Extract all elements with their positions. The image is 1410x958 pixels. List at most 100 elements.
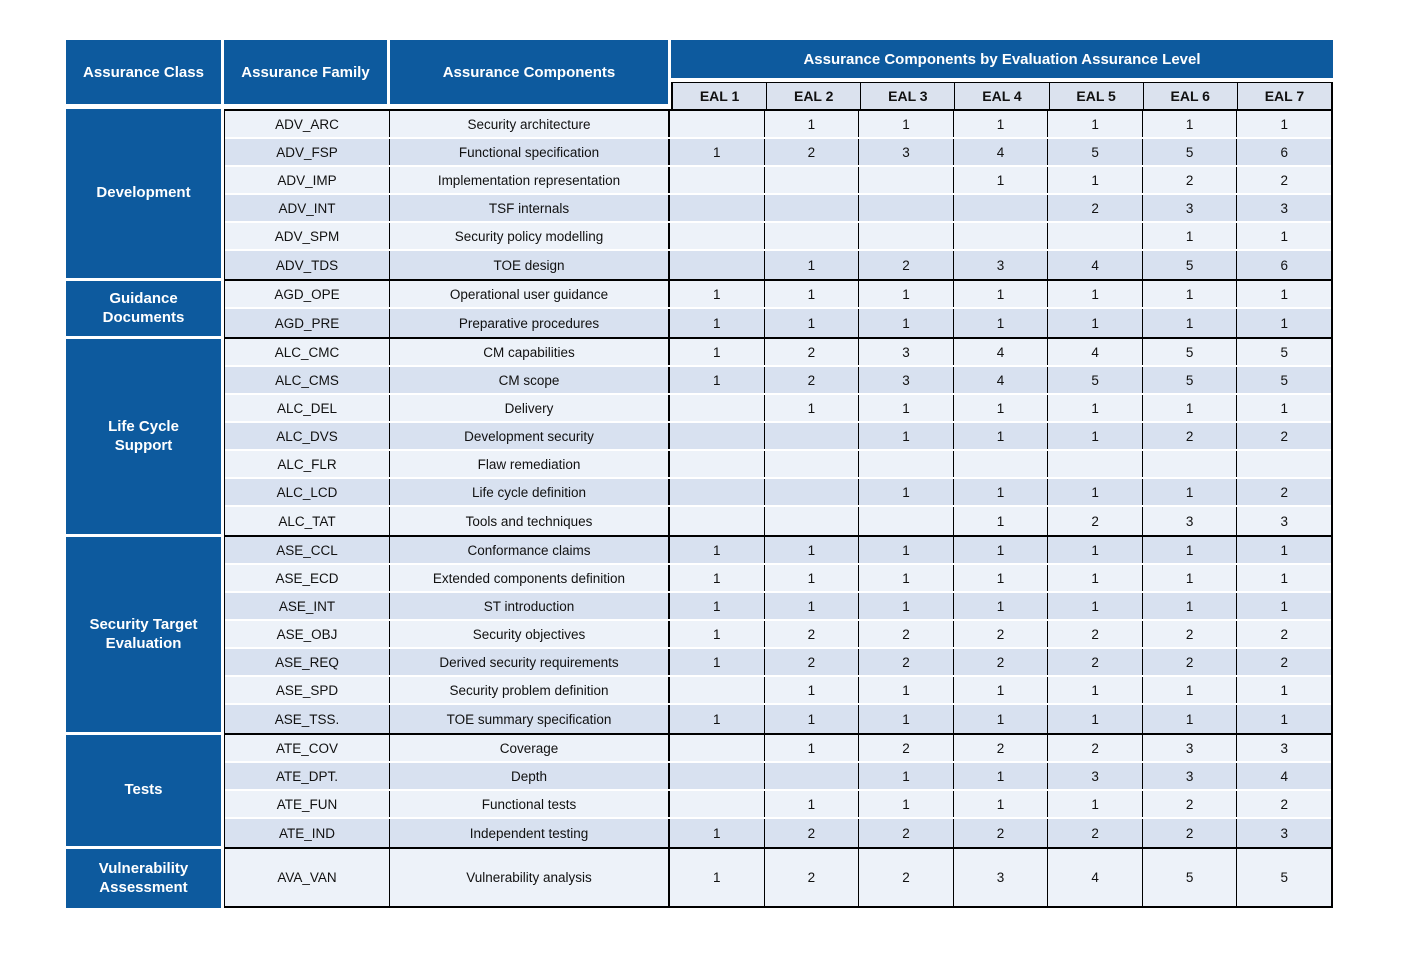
group-rows: ASE_CCL Conformance claims 1 1 1 1 1 1 1 ASE_ECD E… bbox=[224, 537, 1333, 735]
eal-value-cell: 5 bbox=[1143, 367, 1238, 393]
eal-value-cell: 1 bbox=[1280, 598, 1289, 614]
eal-value-cell: 3 bbox=[1280, 740, 1289, 756]
eal-value-cell: 1 bbox=[765, 111, 860, 137]
eal-value-cell: 2 bbox=[1143, 423, 1238, 449]
table-row: ALC_DVS Development security 1 1 1 2 2 bbox=[225, 423, 1331, 451]
eal-value-cell bbox=[670, 111, 765, 137]
eal-value-cell: 2 bbox=[859, 251, 954, 279]
eal-value-cell: 1 bbox=[1048, 677, 1143, 703]
eal-value-cell: 1 bbox=[765, 791, 860, 817]
assurance-family-cell: ASE_ECD bbox=[225, 565, 390, 591]
eal-header-row: EAL 1 EAL 2 EAL 3 EAL 4 EAL 5 EAL 6 EAL 7 bbox=[671, 82, 1333, 109]
table-row: ADV_FSP Functional specification 1 2 3 4 5 5 6 bbox=[225, 139, 1331, 167]
eal-value-cell: 1 bbox=[1143, 281, 1238, 307]
table-row: ASE_ECD Extended components definition 1 1 1… bbox=[225, 565, 1331, 593]
eal-value-cell: 1 bbox=[1143, 223, 1238, 249]
eal-value-cell: 1 bbox=[670, 621, 765, 647]
group-rows: AVA_VAN Vulnerability analysis 1 2 2 3 4 5 5 bbox=[224, 849, 1333, 908]
table-row: AVA_VAN Vulnerability analysis 1 2 2 3 4 5 5 bbox=[225, 849, 1331, 906]
eal-value-cell: 1 bbox=[670, 649, 765, 675]
eal-value-cell bbox=[765, 451, 860, 477]
table-row: ALC_DEL Delivery 1 1 1 1 1 1 bbox=[225, 395, 1331, 423]
eal-value-cell: 3 bbox=[1280, 825, 1289, 841]
assurance-component-cell: Development security bbox=[390, 423, 670, 449]
eal-value-cell: 5 bbox=[1280, 870, 1289, 885]
eal-value-cell: 5 bbox=[1048, 367, 1143, 393]
eal-value-cell: 1 bbox=[859, 677, 954, 703]
eal-value-cell: 5 bbox=[1143, 139, 1238, 165]
eal-value-cell: 2 bbox=[1048, 819, 1143, 847]
eal-value-cell: 1 bbox=[670, 537, 765, 563]
eal-value-cell bbox=[954, 451, 1049, 477]
eal-value-cell: 1 bbox=[859, 791, 954, 817]
eal-value-cell: 1 bbox=[1280, 315, 1289, 331]
eal-value-cell: 4 bbox=[1048, 849, 1143, 906]
table-row: ALC_CMS CM scope 1 2 3 4 5 5 5 bbox=[225, 367, 1331, 395]
assurance-class-cell: Vulnerability Assessment bbox=[66, 849, 221, 908]
eal-value-cell: 2 bbox=[954, 819, 1049, 847]
table-row: ATE_COV Coverage 1 2 2 2 3 3 bbox=[225, 735, 1331, 763]
header-eal-band: Assurance Components by Evaluation Assur… bbox=[671, 40, 1333, 78]
table-row: ADV_TDS TOE design 1 2 3 4 5 6 bbox=[225, 251, 1331, 279]
assurance-family-cell: ALC_CMS bbox=[225, 367, 390, 393]
eal-value-cell: 1 bbox=[670, 819, 765, 847]
eal-value-cell: 1 bbox=[1048, 705, 1143, 733]
eal-value-cell: 1 bbox=[1048, 565, 1143, 591]
eal-value-cell: 3 bbox=[1143, 735, 1238, 761]
eal-value-cell: 2 bbox=[765, 339, 860, 365]
eal-value-cell bbox=[670, 677, 765, 703]
eal-value-cell: 2 bbox=[954, 649, 1049, 675]
eal-value-cell: 2 bbox=[1143, 621, 1238, 647]
eal-value-cell bbox=[954, 223, 1049, 249]
eal-value-cell: 1 bbox=[1280, 116, 1289, 132]
eal-value-cell: 1 bbox=[954, 281, 1049, 307]
eal-value-cell: 1 bbox=[1048, 111, 1143, 137]
eal-value-cell bbox=[670, 507, 765, 535]
eal-value-cell: 1 bbox=[1143, 479, 1238, 505]
eal-value-cell: 1 bbox=[1280, 542, 1289, 558]
assurance-class-group: Tests ATE_COV Coverage 1 2 2 2 3 3 ATE_DPT. Depth 1… bbox=[66, 735, 1333, 849]
table-row: ALC_FLR Flaw remediation bbox=[225, 451, 1331, 479]
eal-value-cell: 1 bbox=[859, 593, 954, 619]
eal-value-cell: 1 bbox=[1280, 570, 1289, 586]
eal-value-cell: 2 bbox=[765, 819, 860, 847]
table-row: ATE_IND Independent testing 1 2 2 2 2 2 3 bbox=[225, 819, 1331, 847]
eal-value-cell bbox=[859, 223, 954, 249]
assurance-family-cell: ALC_TAT bbox=[225, 507, 390, 535]
eal-value-cell: 1 bbox=[765, 593, 860, 619]
assurance-component-cell: ST introduction bbox=[390, 593, 670, 619]
eal-value-cell: 1 bbox=[954, 167, 1049, 193]
eal-value-cell: 1 bbox=[954, 565, 1049, 591]
eal-value-cell: 1 bbox=[765, 705, 860, 733]
assurance-family-cell: ALC_FLR bbox=[225, 451, 390, 477]
table-row: ASE_REQ Derived security requirements 1 2 2 2… bbox=[225, 649, 1331, 677]
eal-value-cell: 2 bbox=[1048, 649, 1143, 675]
eal-value-cell: 4 bbox=[1048, 339, 1143, 365]
eal-value-cell bbox=[670, 479, 765, 505]
eal-value-cell bbox=[859, 507, 954, 535]
group-rows: ALC_CMC CM capabilities 1 2 3 4 4 5 5 ALC_CMS CM s… bbox=[224, 339, 1333, 537]
assurance-family-cell: AGD_PRE bbox=[225, 309, 390, 337]
eal-value-cell bbox=[765, 195, 860, 221]
eal-value-cell: 3 bbox=[954, 251, 1049, 279]
assurance-component-cell: Vulnerability analysis bbox=[390, 849, 670, 906]
eal-value-cell: 5 bbox=[1143, 339, 1238, 365]
eal-value-cell bbox=[765, 763, 860, 789]
eal-value-cell bbox=[765, 223, 860, 249]
assurance-component-cell: Implementation representation bbox=[390, 167, 670, 193]
table-row: ALC_TAT Tools and techniques 1 2 3 3 bbox=[225, 507, 1331, 535]
assurance-component-cell: TOE summary specification bbox=[390, 705, 670, 733]
eal-value-cell: 1 bbox=[670, 705, 765, 733]
assurance-component-cell: Functional specification bbox=[390, 139, 670, 165]
eal-value-cell: 1 bbox=[1048, 395, 1143, 421]
eal-value-cell: 2 bbox=[1280, 484, 1289, 500]
assurance-family-cell: ATE_DPT. bbox=[225, 763, 390, 789]
assurance-component-cell: Coverage bbox=[390, 735, 670, 761]
table-row: ASE_CCL Conformance claims 1 1 1 1 1 1 1 bbox=[225, 537, 1331, 565]
eal-value-cell: 2 bbox=[1280, 428, 1289, 444]
eal-value-cell: 1 bbox=[859, 705, 954, 733]
eal-value-cell: 1 bbox=[859, 309, 954, 337]
eal-value-cell: 6 bbox=[1280, 144, 1289, 160]
eal-value-cell bbox=[670, 251, 765, 279]
table-row: ASE_INT ST introduction 1 1 1 1 1 1 1 bbox=[225, 593, 1331, 621]
